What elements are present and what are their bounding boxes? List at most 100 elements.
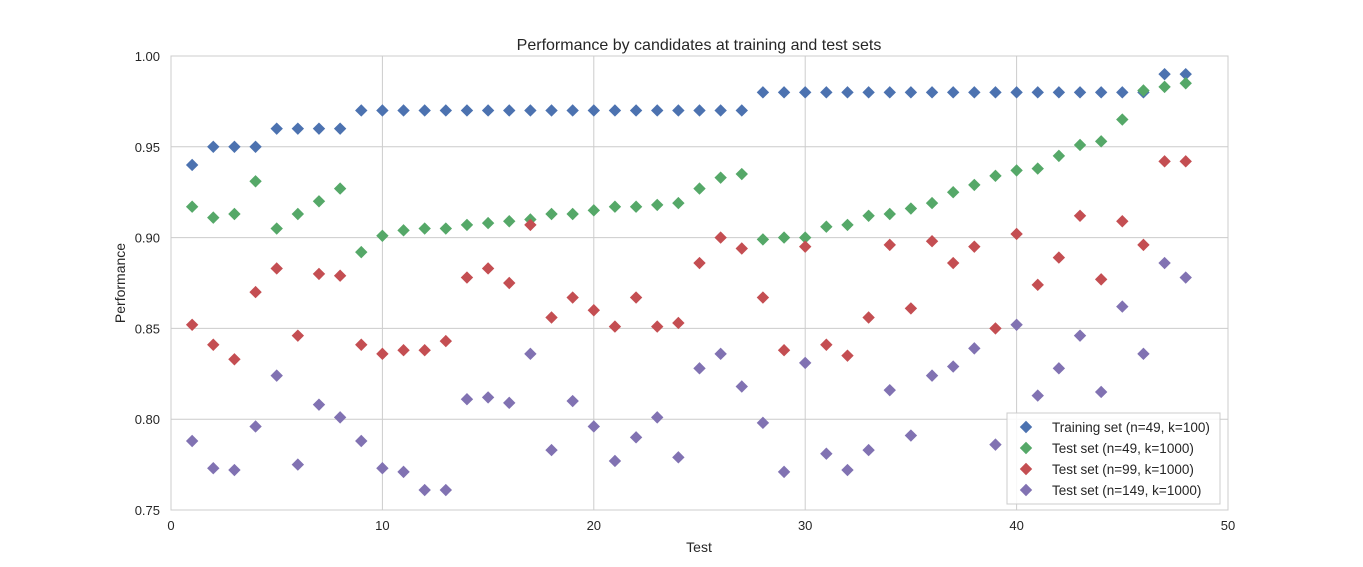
data-point-series-3: [587, 304, 600, 317]
data-point-series-1: [714, 104, 727, 117]
data-point-series-4: [503, 396, 516, 410]
data-point-series-4: [1137, 347, 1150, 361]
data-point-series-2: [1158, 80, 1171, 94]
data-point-series-4: [460, 393, 474, 406]
data-point-series-2: [355, 245, 368, 259]
data-point-series-3: [1116, 215, 1129, 228]
x-axis-title: Test: [686, 539, 712, 555]
y-tick-label: 0.85: [135, 321, 160, 336]
data-point-series-2: [1010, 164, 1023, 177]
legend-marker: [1019, 462, 1033, 476]
data-point-series-4: [777, 465, 791, 479]
data-point-series-1: [629, 104, 643, 117]
data-point-series-4: [587, 420, 600, 433]
data-point-series-4: [608, 454, 622, 468]
legend-label: Test set (n=149, k=1000): [1052, 483, 1201, 498]
data-point-series-3: [714, 231, 727, 244]
data-point-series-1: [651, 104, 664, 117]
data-point-series-2: [1052, 149, 1066, 163]
data-point-series-3: [481, 262, 495, 275]
data-point-series-3: [355, 338, 368, 351]
data-point-series-3: [735, 242, 748, 255]
legend-marker: [1019, 420, 1033, 434]
data-point-series-3: [270, 262, 283, 275]
data-point-series-3: [376, 347, 389, 361]
data-point-series-4: [524, 347, 537, 361]
data-point-series-1: [841, 86, 854, 99]
data-point-series-1: [270, 122, 283, 135]
data-point-series-4: [714, 347, 727, 361]
data-point-series-1: [566, 104, 579, 117]
data-point-series-3: [904, 302, 918, 315]
data-point-series-1: [1031, 86, 1044, 99]
data-point-series-1: [693, 104, 706, 117]
legend-marker: [1019, 483, 1033, 497]
data-point-series-2: [841, 218, 854, 232]
data-point-series-2: [587, 204, 600, 217]
data-point-series-3: [968, 240, 981, 253]
data-point-series-1: [397, 104, 410, 117]
data-point-series-3: [672, 316, 685, 330]
data-point-series-1: [524, 104, 537, 117]
data-point-series-2: [799, 231, 812, 244]
data-point-series-4: [756, 416, 770, 430]
data-point-series-2: [777, 231, 791, 244]
data-point-series-2: [904, 202, 918, 215]
data-point-series-2: [249, 175, 262, 188]
data-point-series-2: [925, 196, 939, 210]
data-point-series-3: [566, 291, 579, 304]
data-point-series-4: [672, 451, 685, 464]
data-point-series-1: [883, 86, 896, 99]
data-point-series-4: [207, 462, 220, 475]
data-point-series-4: [968, 342, 981, 355]
data-point-series-3: [1052, 251, 1066, 264]
data-point-series-1: [1052, 86, 1066, 99]
data-point-series-4: [1116, 300, 1129, 313]
data-point-series-2: [820, 220, 833, 233]
data-point-series-3: [1179, 155, 1192, 168]
data-point-series-2: [228, 207, 241, 221]
data-point-series-4: [545, 443, 558, 457]
data-point-series-2: [989, 169, 1002, 183]
data-point-series-2: [629, 200, 643, 213]
y-tick-label: 0.80: [135, 412, 160, 427]
data-point-series-1: [799, 86, 812, 99]
data-point-series-1: [862, 86, 875, 99]
data-point-series-2: [566, 207, 579, 221]
data-point-series-4: [312, 398, 326, 411]
data-point-series-2: [312, 195, 326, 208]
data-point-series-4: [333, 411, 347, 424]
data-point-series-2: [1094, 135, 1108, 148]
legend-label: Training set (n=49, k=100): [1052, 420, 1210, 435]
data-point-series-4: [904, 429, 918, 442]
y-tick-label: 0.75: [135, 503, 160, 518]
data-point-series-1: [376, 104, 389, 117]
data-point-series-3: [629, 291, 643, 304]
y-tick-label: 0.95: [135, 140, 160, 155]
data-point-series-4: [1158, 256, 1171, 270]
data-point-series-4: [185, 434, 199, 448]
data-point-series-3: [439, 334, 453, 348]
data-point-series-3: [207, 338, 220, 351]
data-point-series-1: [608, 104, 622, 117]
data-point-series-3: [693, 256, 706, 270]
y-tick-label: 0.90: [135, 231, 160, 246]
data-point-series-2: [291, 207, 305, 221]
data-point-series-2: [333, 182, 347, 195]
data-point-series-4: [989, 438, 1002, 451]
data-point-series-4: [418, 483, 431, 497]
data-point-series-2: [185, 200, 199, 213]
data-point-series-2: [1137, 84, 1150, 97]
data-point-series-3: [249, 285, 262, 299]
y-axis-title: Performance: [112, 243, 128, 323]
data-point-series-1: [418, 104, 431, 117]
data-point-series-4: [883, 383, 896, 397]
data-point-series-1: [460, 104, 474, 117]
data-point-series-3: [545, 311, 558, 324]
y-tick-label: 1.00: [135, 49, 160, 64]
data-point-series-1: [228, 140, 241, 153]
data-point-series-3: [291, 329, 305, 342]
data-point-series-2: [714, 171, 727, 184]
data-point-series-4: [820, 447, 833, 460]
